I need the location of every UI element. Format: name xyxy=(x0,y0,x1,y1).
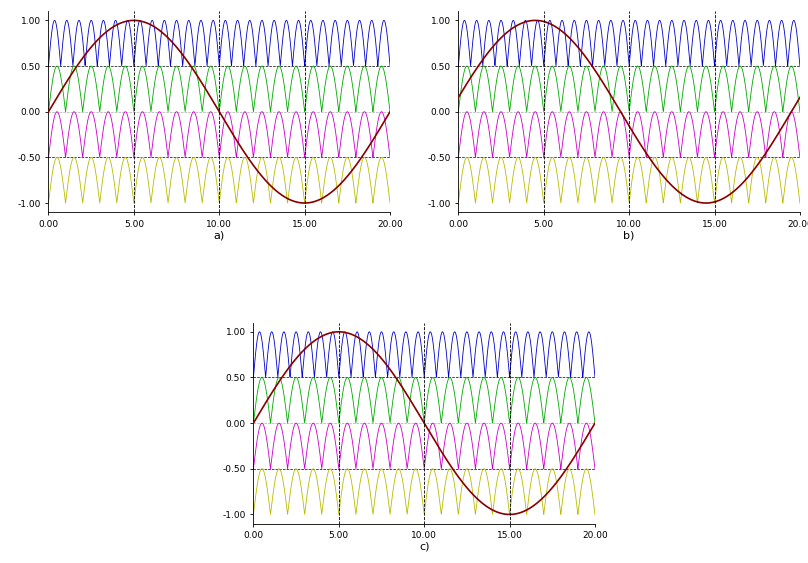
X-axis label: a): a) xyxy=(213,230,225,240)
X-axis label: b): b) xyxy=(624,230,635,240)
X-axis label: c): c) xyxy=(419,542,429,552)
